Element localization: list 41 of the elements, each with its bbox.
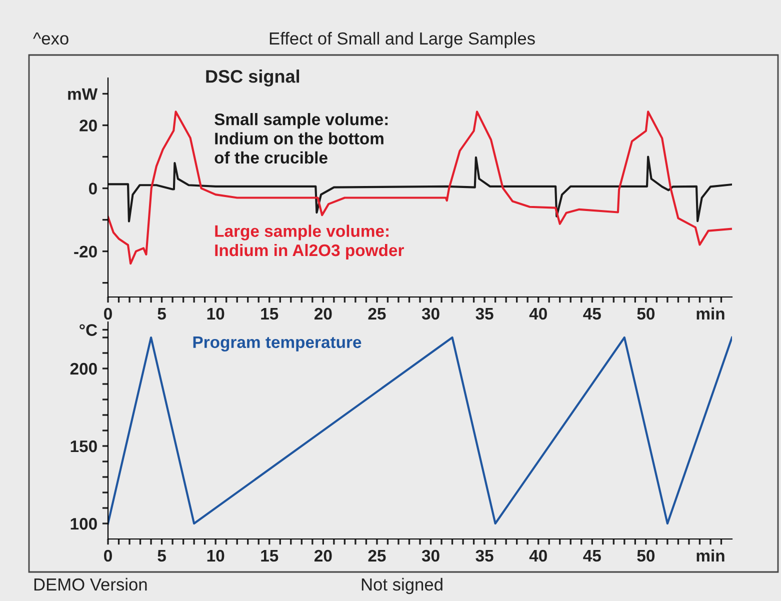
x-tick-label: 0	[104, 550, 112, 562]
x-tick-label: 5	[158, 550, 166, 562]
y-tick-label: 0	[88, 182, 97, 194]
x-tick-label: 5	[158, 308, 166, 320]
x-tick-label: 15	[261, 308, 278, 320]
x-tick-label: 15	[261, 550, 278, 562]
x-tick-label: 10	[207, 308, 224, 320]
y-tick-label: 200	[70, 362, 97, 375]
x-tick-label: 50	[637, 550, 655, 562]
x-tick-label: 40	[529, 550, 547, 562]
x-tick-label: 30	[422, 550, 440, 562]
x-tick-label: 45	[583, 550, 601, 562]
series-label: Large sample volume: Indium in Al2O3 powder	[215, 224, 404, 260]
text: ^exo	[33, 32, 68, 45]
x-tick-label: 0	[104, 308, 112, 320]
y-tick-label: mW	[68, 88, 98, 100]
y-tick-label: 20	[80, 120, 97, 132]
x-tick-label: 30	[422, 308, 440, 320]
text: Not signed	[362, 578, 442, 594]
chart-title: Effect of Small and Large Samples	[270, 32, 535, 48]
y-tick-label: 100	[70, 518, 97, 530]
series-label: Small sample volume: Indium on the bottom of the crucible	[214, 113, 388, 164]
x-tick-label: 20	[314, 550, 332, 562]
x-tick-label: 50	[637, 308, 655, 320]
text: DEMO Version	[34, 578, 147, 591]
x-tick-label: min	[696, 307, 724, 320]
x-tick-label: 25	[368, 308, 386, 320]
x-tick-label: 40	[529, 308, 547, 320]
y-tick-label: -20	[74, 246, 97, 258]
x-tick-label: min	[696, 549, 724, 562]
x-tick-label: 20	[314, 308, 332, 320]
line-series	[108, 110, 732, 265]
text: Program temperature	[193, 336, 362, 352]
y-tick-label: °C	[80, 324, 98, 336]
x-tick-label: 10	[207, 550, 224, 562]
annotation: DSC signal	[206, 70, 300, 86]
y-tick-label: 150	[70, 440, 97, 452]
x-tick-label: 35	[476, 550, 494, 562]
x-tick-label: 45	[583, 308, 601, 320]
x-tick-label: 25	[368, 550, 386, 562]
x-tick-label: 35	[476, 308, 494, 320]
